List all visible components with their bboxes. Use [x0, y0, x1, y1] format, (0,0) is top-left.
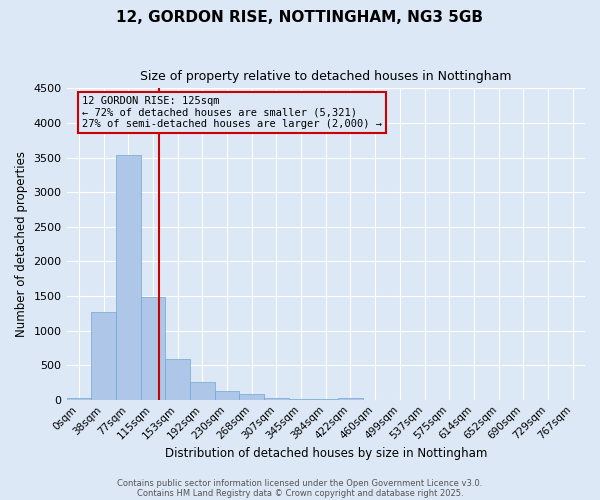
X-axis label: Distribution of detached houses by size in Nottingham: Distribution of detached houses by size …: [164, 447, 487, 460]
Bar: [313, 399, 338, 400]
Title: Size of property relative to detached houses in Nottingham: Size of property relative to detached ho…: [140, 70, 512, 83]
Text: 12 GORDON RISE: 125sqm
← 72% of detached houses are smaller (5,321)
27% of semi-: 12 GORDON RISE: 125sqm ← 72% of detached…: [82, 96, 382, 130]
Bar: [91, 312, 116, 400]
Bar: [165, 359, 190, 400]
Bar: [239, 394, 264, 400]
Text: Contains public sector information licensed under the Open Government Licence v3: Contains public sector information licen…: [118, 478, 482, 488]
Bar: [67, 398, 91, 400]
Bar: [190, 382, 215, 400]
Bar: [215, 390, 239, 400]
Bar: [289, 399, 313, 400]
Text: 12, GORDON RISE, NOTTINGHAM, NG3 5GB: 12, GORDON RISE, NOTTINGHAM, NG3 5GB: [116, 10, 484, 25]
Bar: [338, 398, 363, 400]
Y-axis label: Number of detached properties: Number of detached properties: [15, 151, 28, 337]
Bar: [116, 156, 140, 400]
Bar: [264, 398, 289, 400]
Bar: [140, 296, 165, 400]
Text: Contains HM Land Registry data © Crown copyright and database right 2025.: Contains HM Land Registry data © Crown c…: [137, 488, 463, 498]
